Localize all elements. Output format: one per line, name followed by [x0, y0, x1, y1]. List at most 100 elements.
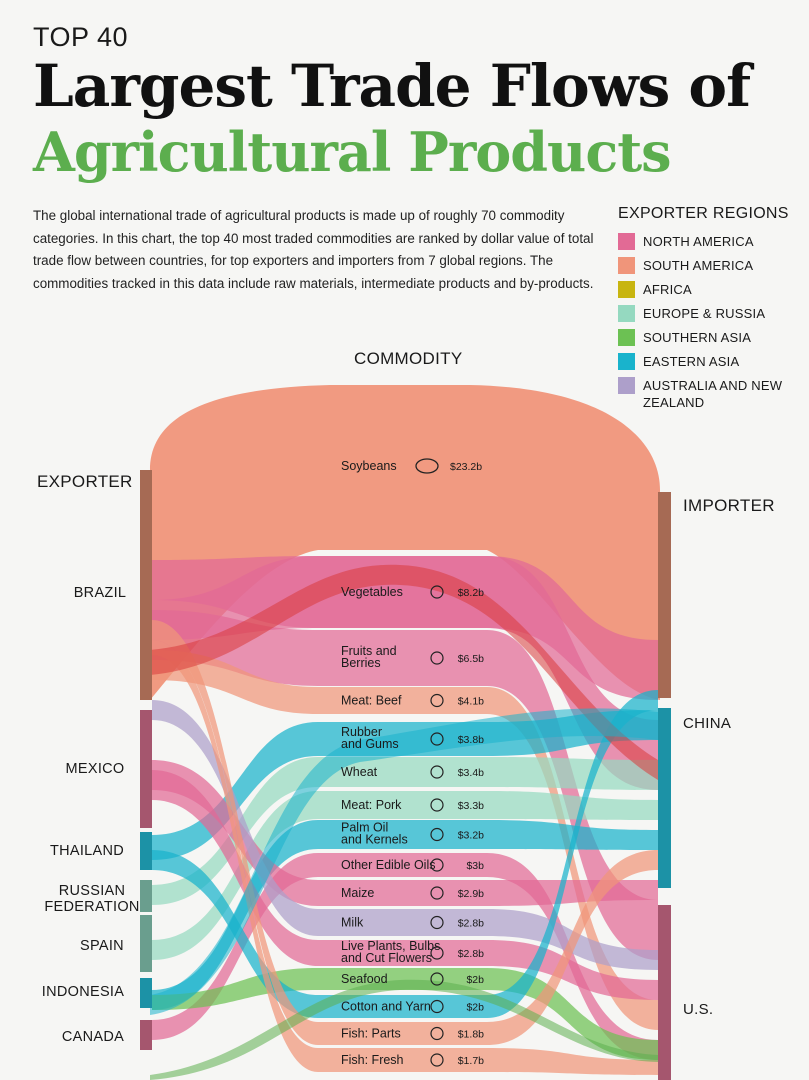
- legend-swatch: [618, 353, 635, 370]
- commodity-value-rubber-and-gums: $3.8b: [458, 734, 484, 746]
- commodity-column-heading: COMMODITY: [354, 349, 463, 368]
- legend-item-southern-asia: SOUTHERN ASIA: [618, 329, 803, 346]
- commodity-value-other-edible-oils: $3b: [466, 860, 484, 872]
- legend-title: EXPORTER REGIONS: [618, 205, 789, 222]
- commodity-value-fish-fresh: $1.7b: [458, 1055, 484, 1067]
- commodity-label-cotton-and-yarn: Cotton and Yarn: [341, 1000, 431, 1014]
- commodity-value-palm-oil-and-kernels: $3.2b: [458, 830, 484, 842]
- flow-live-plants-bulbs-and-cut-flowers: [152, 770, 658, 1000]
- legend-label: AFRICA: [643, 282, 692, 297]
- legend-label: NORTH AMERICA: [643, 234, 754, 249]
- commodity-label-rubber-and-gums: Rubber and Gums: [341, 725, 399, 751]
- commodity-value-fish-parts: $1.8b: [458, 1029, 484, 1041]
- legend-item-eastern-asia: EASTERN ASIA: [618, 353, 803, 370]
- flow-milk: [152, 700, 658, 970]
- commodity-label-soybeans: Soybeans: [341, 459, 397, 473]
- legend: NORTH AMERICA SOUTH AMERICA AFRICA EUROP…: [618, 233, 803, 418]
- legend-item-africa: AFRICA: [618, 281, 803, 298]
- commodity-icon-wheat: [430, 765, 444, 779]
- commodity-icon-cotton-and-yarn: [430, 999, 444, 1014]
- legend-swatch: [618, 233, 635, 250]
- commodity-icon-seafood: [430, 972, 444, 986]
- legend-label: SOUTHERN ASIA: [643, 330, 752, 345]
- commodity-icon-rubber-and-gums: [430, 732, 444, 746]
- commodity-value-cotton-and-yarn: $2b: [466, 1002, 484, 1014]
- commodity-value-live-plants-bulbs-and-cut-flowers: $2.8b: [458, 948, 484, 960]
- commodity-label-fish-parts: Fish: Parts: [341, 1027, 401, 1041]
- exporter-bar-thailand: [140, 832, 152, 870]
- legend-swatch: [618, 329, 635, 346]
- commodity-value-wheat: $3.4b: [458, 767, 484, 779]
- commodity-value-vegetables: $8.2b: [458, 587, 484, 599]
- importer-bar-china: [658, 708, 671, 888]
- exporter-label-brazil: BRAZIL: [73, 585, 127, 601]
- commodity-label-palm-oil-and-kernels: Palm Oil and Kernels: [341, 821, 408, 847]
- importer-column-heading: IMPORTER: [683, 496, 775, 515]
- flow-soybeans: [150, 385, 660, 700]
- exporter-bar-spain: [140, 915, 152, 972]
- exporter-label-mexico: MEXICO: [65, 761, 125, 777]
- intro-text: The global international trade of agricu…: [33, 208, 594, 291]
- legend-label: AUSTRALIA AND NEW ZEALAND: [643, 378, 783, 410]
- exporter-bar-indonesia: [140, 978, 152, 1008]
- flow-vegetables: [152, 556, 658, 700]
- exporter-label-spain: SPAIN: [80, 938, 124, 954]
- legend-swatch: [618, 257, 635, 274]
- exporter-column-heading: EXPORTER: [37, 472, 133, 491]
- legend-item-europe-russia: EUROPE & RUSSIA: [618, 305, 803, 322]
- commodity-icon-milk: [430, 915, 444, 930]
- title-line-2: Agricultural Products: [33, 120, 672, 184]
- legend-label: EASTERN ASIA: [643, 354, 740, 369]
- exporter-bar-brazil: [140, 470, 152, 700]
- title-line-1: Largest Trade Flows of: [33, 52, 751, 120]
- commodity-label-milk: Milk: [341, 916, 364, 930]
- commodity-value-maize: $2.9b: [458, 888, 484, 900]
- flow-ribbon: [150, 564, 658, 780]
- commodity-label-meat-pork: Meat: Pork: [341, 798, 402, 812]
- commodity-icon-palm-oil-and-kernels: [430, 827, 444, 842]
- node-bar-layer: [140, 470, 671, 1080]
- commodity-icon-live-plants-bulbs-and-cut-flowers: [430, 946, 444, 960]
- commodity-label-fish-fresh: Fish: Fresh: [341, 1053, 404, 1067]
- exporter-label-indonesia: INDONESIA: [41, 984, 125, 1000]
- exporter-bar-canada: [140, 1020, 152, 1050]
- importer-bar-top: [658, 492, 671, 698]
- exporter-bar-russian-federation: [140, 880, 152, 912]
- exporter-label-russian-federation: RUSSIAN FEDERATION: [44, 883, 140, 915]
- commodity-value-meat-beef: $4.1b: [458, 696, 484, 708]
- commodity-label-other-edible-oils: Other Edible Oils: [341, 858, 435, 872]
- exporter-bar-mexico: [140, 710, 152, 828]
- commodity-label-live-plants-bulbs-and-cut-flowers: Live Plants, Bulbs and Cut Flowers: [341, 939, 440, 965]
- flow-wheat: [152, 757, 658, 905]
- commodity-value-seafood: $2b: [466, 974, 484, 986]
- commodity-icon-fruits-and-berries: [430, 651, 444, 665]
- commodity-label-fruits-and-berries: Fruits and Berries: [341, 644, 397, 670]
- commodity-icon-meat-pork: [430, 798, 444, 812]
- flow-layer: [150, 385, 660, 1080]
- legend-swatch: [618, 305, 635, 322]
- commodity-label-wheat: Wheat: [341, 765, 378, 779]
- flow-fruits-and-berries: [152, 610, 658, 960]
- commodity-label-layer: Soybeans $23.2b Vegetables $8.2b Fruits and B…: [341, 458, 484, 1067]
- flow-rubber-and-gums: [152, 710, 658, 860]
- importer-label-china: CHINA: [683, 715, 732, 732]
- legend-swatch: [618, 377, 635, 394]
- flow-maize: [152, 760, 658, 906]
- legend-label: EUROPE & RUSSIA: [643, 306, 766, 321]
- commodity-label-vegetables: Vegetables: [341, 585, 403, 599]
- commodity-value-fruits-and-berries: $6.5b: [458, 653, 484, 665]
- flow-ribbon: [150, 708, 658, 1015]
- legend-item-australia-nz: AUSTRALIA AND NEW ZEALAND: [618, 377, 803, 411]
- commodity-label-maize: Maize: [341, 886, 374, 900]
- commodity-icon-other-edible-oils: [430, 858, 444, 872]
- commodity-icon-fish-parts: [430, 1026, 444, 1041]
- commodity-icon-vegetables: [430, 585, 444, 599]
- commodity-icon-maize: [430, 886, 444, 900]
- exporter-label-thailand: THAILAND: [49, 843, 125, 859]
- importer-bar-us: [658, 905, 671, 1080]
- legend-item-north-america: NORTH AMERICA: [618, 233, 803, 250]
- flow-palm-oil-and-kernels: [152, 820, 658, 1010]
- commodity-icon-fish-fresh: [430, 1053, 444, 1067]
- commodity-value-meat-pork: $3.3b: [458, 800, 484, 812]
